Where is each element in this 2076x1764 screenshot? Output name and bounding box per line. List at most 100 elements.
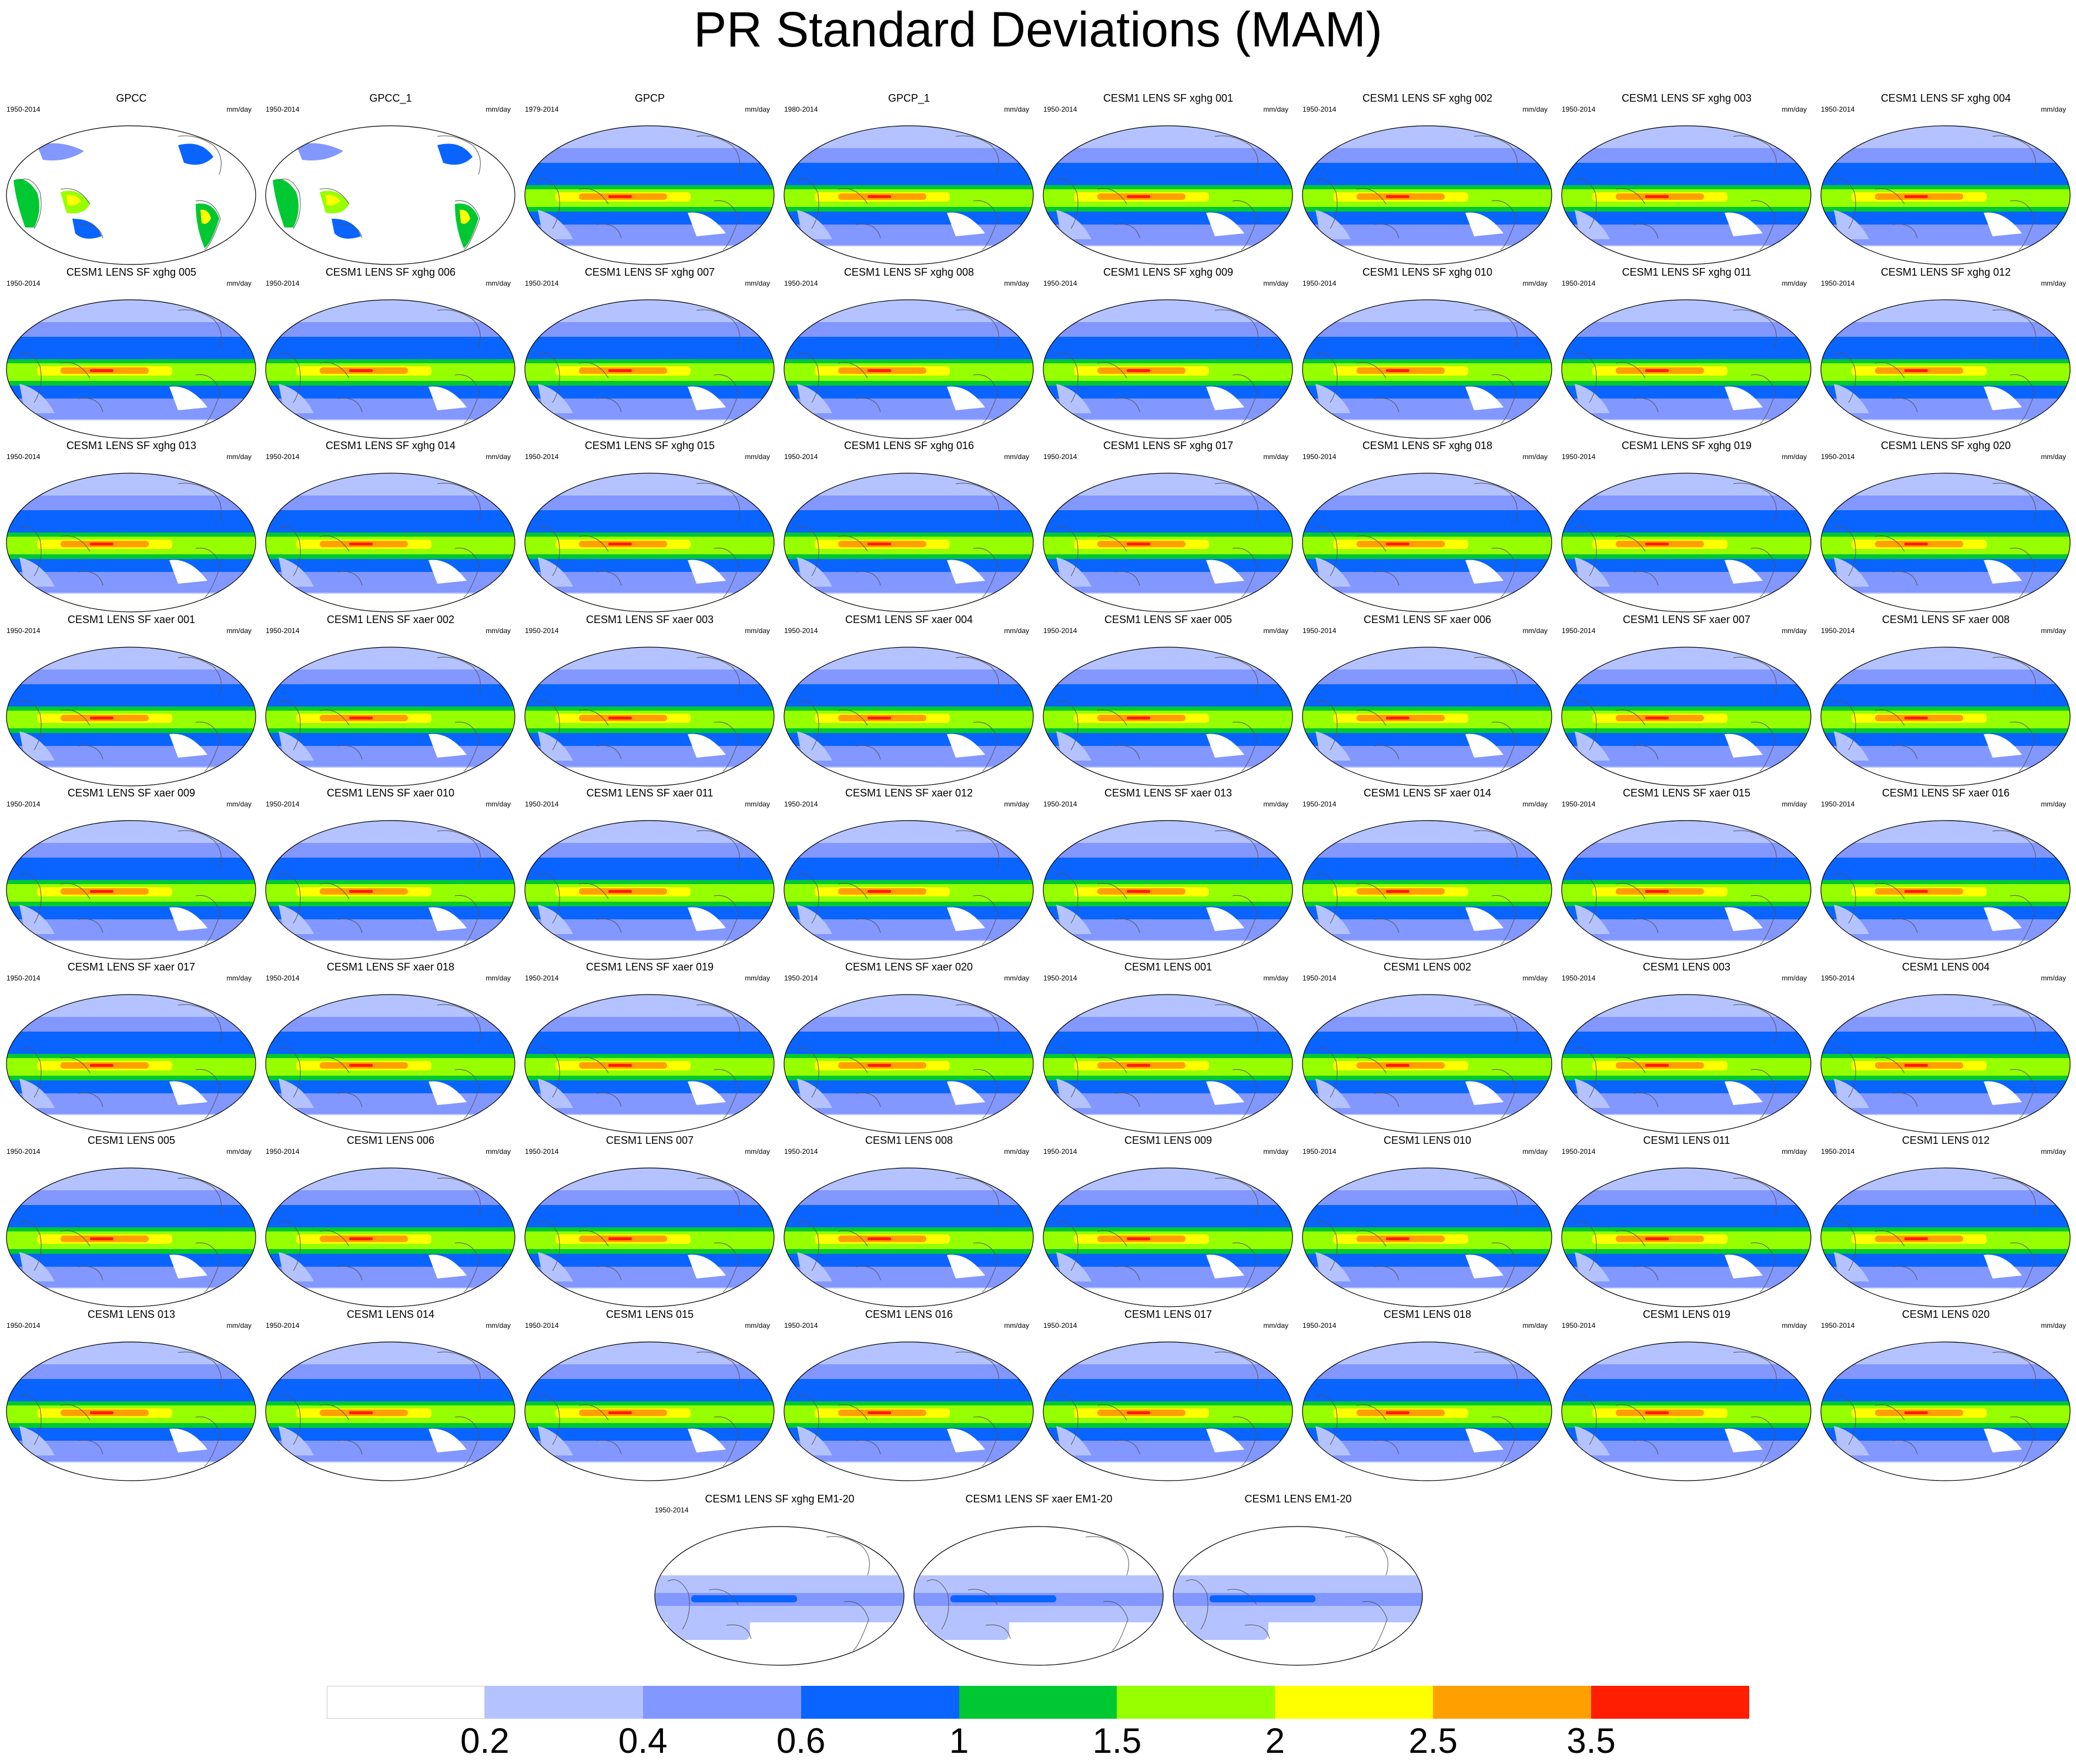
- panel-units: mm/day: [226, 800, 252, 808]
- panel-title: CESM1 LENS SF xaer 008: [1881, 613, 2010, 625]
- map-border: [1302, 993, 1552, 1134]
- map-panel: CESM1 LENS SF xghg 009 1950-2014 mm/day: [1039, 266, 1298, 443]
- map-panel: CESM1 LENS SF xaer 018 1950-2014 mm/day: [261, 961, 520, 1137]
- map-border: [1043, 820, 1293, 960]
- map-plot: [1820, 993, 2071, 1134]
- map-plot: [1043, 473, 1293, 612]
- map-border: [1820, 473, 2071, 612]
- panel-period: 1950-2014: [525, 1147, 559, 1156]
- map-plot: [6, 473, 256, 612]
- map-panel: CESM1 LENS SF xghg 004 1950-2014 mm/day: [1816, 92, 2075, 269]
- panel-title: CESM1 LENS SF xaer 016: [1881, 787, 2010, 799]
- map-plot: [265, 1167, 515, 1307]
- panel-period: 1950-2014: [1562, 105, 1596, 113]
- map-plot: [913, 1526, 1164, 1666]
- panel-period: 1950-2014: [1043, 1147, 1077, 1156]
- panel-units: mm/day: [1004, 626, 1029, 635]
- map-plot: [6, 820, 256, 960]
- panel-period: 1950-2014: [1821, 973, 1855, 982]
- panel-title: CESM1 LENS SF xghg 010: [1362, 266, 1493, 278]
- panel-title: GPCC_1: [369, 92, 412, 104]
- panel-period: 1950-2014: [1302, 973, 1337, 982]
- panel-units: mm/day: [226, 626, 252, 635]
- panel-period: 1950-2014: [1043, 453, 1077, 461]
- map-plot: [783, 299, 1034, 439]
- map-plot: [524, 299, 775, 439]
- panel-period: 1950-2014: [1562, 626, 1596, 635]
- panel-title: CESM1 LENS 004: [1901, 960, 1990, 973]
- panel-period: 1950-2014: [1043, 105, 1077, 113]
- panel-period: 1950-2014: [266, 1147, 300, 1156]
- panel-units: mm/day: [226, 279, 252, 287]
- map-panel: CESM1 LENS 003 1950-2014 mm/day: [1557, 961, 1816, 1137]
- map-panel: CESM1 LENS SF xghg 003 1950-2014 mm/day: [1557, 92, 1816, 269]
- map-plot: [783, 1341, 1034, 1481]
- panel-period: 1950-2014: [784, 1147, 818, 1156]
- panel-units: mm/day: [1263, 1147, 1288, 1156]
- panel-units: mm/day: [485, 626, 511, 635]
- panel-period: 1950-2014: [1043, 800, 1077, 808]
- panel-title: CESM1 LENS SF xaer 012: [845, 787, 973, 799]
- map-panel: CESM1 LENS 010 1950-2014 mm/day: [1298, 1134, 1557, 1311]
- map-border: [524, 125, 775, 265]
- panel-units: mm/day: [745, 105, 770, 113]
- panel-units: mm/day: [1522, 973, 1548, 982]
- map-plot: [265, 299, 515, 439]
- map-panel: CESM1 LENS 020 1950-2014 mm/day: [1816, 1308, 2075, 1485]
- panel-units: mm/day: [2041, 1321, 2066, 1330]
- map-panel: CESM1 LENS SF xghg 002 1950-2014 mm/day: [1298, 92, 1557, 269]
- panel-period: 1950-2014: [1821, 1321, 1855, 1330]
- map-panel: CESM1 LENS 001 1950-2014 mm/day: [1039, 961, 1298, 1137]
- panel-period: 1950-2014: [1302, 1321, 1337, 1330]
- panel-period: 1950-2014: [6, 1321, 41, 1330]
- map-border: [1043, 473, 1293, 612]
- panel-period: 1950-2014: [6, 1147, 41, 1156]
- panel-title: CESM1 LENS SF xghg 004: [1880, 92, 2011, 104]
- map-plot: [524, 125, 775, 265]
- map-plot: [1302, 299, 1552, 439]
- panel-units: mm/day: [1782, 105, 1807, 113]
- panel-title: CESM1 LENS SF xaer 002: [326, 613, 455, 625]
- map-plot: [1820, 646, 2071, 786]
- map-panel: CESM1 LENS SF xaer 016 1950-2014 mm/day: [1816, 787, 2075, 963]
- panel-title: CESM1 LENS SF xghg 006: [325, 266, 456, 278]
- panel-units: mm/day: [1263, 105, 1288, 113]
- panel-title: CESM1 LENS SF xghg 011: [1622, 266, 1752, 278]
- map-border: [524, 1167, 775, 1307]
- panel-units: mm/day: [2041, 453, 2066, 461]
- map-border: [783, 820, 1034, 960]
- panel-period: 1950-2014: [6, 105, 41, 113]
- map-border: [6, 1341, 256, 1481]
- map-panel: CESM1 LENS 008 1950-2014 mm/day: [779, 1134, 1039, 1311]
- panel-title: CESM1 LENS SF xghg 020: [1880, 440, 2011, 451]
- panel-units: mm/day: [1522, 453, 1548, 461]
- map-border: [1561, 125, 1812, 265]
- colorbar-label: 0.2: [460, 1721, 510, 1760]
- panel-title: CESM1 LENS SF xghg 008: [843, 266, 975, 278]
- map-plot: [265, 473, 515, 612]
- panel-period: 1950-2014: [6, 626, 41, 635]
- panel-title: CESM1 LENS SF xaer 004: [845, 613, 973, 625]
- panel-title: CESM1 LENS SF xghg 012: [1880, 266, 2011, 278]
- map-panel: CESM1 LENS 004 1950-2014 mm/day: [1816, 961, 2075, 1137]
- panel-period: 1950-2014: [6, 279, 41, 287]
- panel-title: CESM1 LENS SF xghg 016: [843, 440, 975, 451]
- map-panel: CESM1 LENS SF xghg EM1-20 1950-2014: [650, 1493, 909, 1669]
- panel-units: mm/day: [485, 279, 511, 287]
- map-plot: [6, 125, 256, 265]
- panel-period: 1950-2014: [1302, 105, 1337, 113]
- panel-title: CESM1 LENS SF xghg 013: [66, 440, 197, 451]
- map-border: [1043, 1167, 1293, 1307]
- panel-period: 1950-2014: [525, 626, 559, 635]
- map-border: [6, 125, 256, 265]
- map-border: [1043, 125, 1293, 265]
- panel-period: 1950-2014: [6, 973, 41, 982]
- map-border: [1302, 1341, 1552, 1481]
- panel-title: CESM1 LENS 008: [865, 1134, 953, 1146]
- colorbar-label: 0.4: [618, 1721, 668, 1760]
- map-plot: [1043, 1167, 1293, 1307]
- map-plot: [1561, 473, 1812, 612]
- map-panel: CESM1 LENS SF xghg 005 1950-2014 mm/day: [2, 266, 261, 443]
- panel-period: 1950-2014: [784, 800, 818, 808]
- map-border: [524, 993, 775, 1134]
